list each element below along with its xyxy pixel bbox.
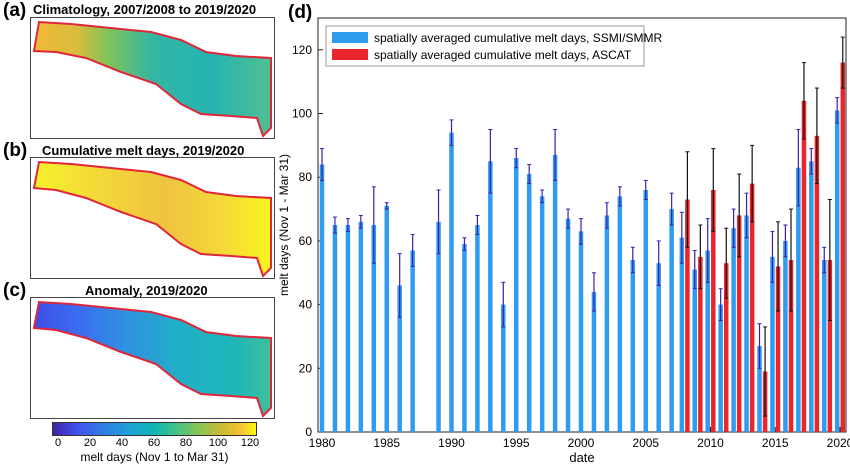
bar-ssmi bbox=[565, 218, 571, 432]
map-title-anomaly: Anomaly, 2019/2020 bbox=[85, 283, 208, 298]
bar-ssmi bbox=[578, 231, 584, 432]
bar-ssmi bbox=[731, 228, 736, 432]
x-tick-label: 1990 bbox=[438, 436, 465, 450]
x-tick-label: 1995 bbox=[503, 436, 530, 450]
bar-ascat bbox=[711, 189, 716, 432]
bar-ssmi bbox=[591, 291, 597, 432]
legend-label-ssmi: spatially averaged cumulative melt days,… bbox=[374, 31, 662, 45]
bar-ssmi bbox=[552, 154, 558, 432]
panel-label-c: (c) bbox=[3, 280, 27, 301]
bar-ssmi bbox=[501, 304, 506, 432]
bar-ssmi bbox=[744, 215, 749, 432]
bar-ssmi bbox=[822, 260, 827, 432]
y-tick-label: 100 bbox=[292, 107, 312, 121]
x-tick-label: 2000 bbox=[568, 436, 595, 450]
map-anomaly bbox=[30, 297, 275, 419]
map-title-cumulative: Cumulative melt days, 2019/2020 bbox=[42, 143, 245, 158]
bar-ssmi bbox=[526, 174, 532, 433]
colorbar-tick: 20 bbox=[83, 437, 97, 449]
y-tick-label: 40 bbox=[299, 298, 313, 312]
bar-ssmi bbox=[539, 196, 545, 432]
colorbar-tick: 0 bbox=[54, 437, 62, 449]
legend-label-ascat: spatially averaged cumulative melt days,… bbox=[374, 48, 632, 62]
bar-ascat bbox=[736, 215, 742, 432]
colorbar: 0 20 40 60 80 100 120 bbox=[52, 422, 259, 449]
bar-ssmi bbox=[410, 250, 415, 432]
map-cumulative bbox=[30, 157, 275, 279]
bar-ssmi bbox=[332, 225, 338, 432]
bar-ssmi bbox=[718, 304, 723, 432]
ice-shelf-outline-b bbox=[32, 160, 272, 278]
y-tick-label: 60 bbox=[299, 234, 313, 248]
bar-ssmi bbox=[679, 237, 685, 432]
bar-ssmi bbox=[514, 158, 519, 432]
bar-ssmi bbox=[705, 250, 710, 432]
bar-ssmi bbox=[358, 221, 364, 432]
colorbar-tick: 60 bbox=[147, 437, 161, 449]
x-tick-label: 2015 bbox=[762, 436, 789, 450]
colorbar-tick: 80 bbox=[179, 437, 193, 449]
x-axis-label: date bbox=[569, 450, 594, 465]
y-tick-label: 80 bbox=[299, 170, 313, 184]
x-tick-label: 1985 bbox=[373, 436, 400, 450]
bar-ascat bbox=[749, 183, 755, 432]
panel-label-d: (d) bbox=[288, 2, 313, 23]
legend-swatch-ascat bbox=[332, 49, 368, 60]
bar-ascat bbox=[685, 199, 690, 432]
colorbar-tick: 120 bbox=[240, 437, 260, 449]
colorbar-gradient bbox=[52, 422, 257, 436]
colorbar-tick: 40 bbox=[115, 437, 129, 449]
bar-ascat bbox=[724, 263, 729, 432]
panel-label-a: (a) bbox=[3, 0, 27, 21]
bar-ascat bbox=[788, 260, 794, 432]
bar-ssmi bbox=[656, 263, 661, 432]
colorbar-label: melt days (Nov 1 to Mar 31) bbox=[80, 450, 229, 464]
colorbar-tick: 100 bbox=[208, 437, 228, 449]
y-tick-label: 20 bbox=[299, 361, 313, 375]
ice-shelf-outline-c bbox=[32, 300, 272, 418]
legend-box bbox=[325, 25, 645, 67]
bar-ssmi bbox=[834, 110, 840, 432]
bar-ssmi bbox=[319, 164, 325, 432]
bar-ascat bbox=[775, 266, 781, 432]
bar-ssmi bbox=[757, 346, 762, 432]
bar-ssmi bbox=[669, 209, 674, 432]
x-tick-label: 2010 bbox=[697, 436, 724, 450]
bar-ssmi bbox=[643, 189, 648, 432]
y-tick-label: 0 bbox=[305, 425, 312, 439]
legend-swatch-ssmi bbox=[332, 32, 368, 43]
bar-ssmi bbox=[371, 225, 377, 432]
bar-ssmi bbox=[384, 205, 389, 432]
bar-ssmi bbox=[462, 244, 467, 432]
bar-ssmi bbox=[397, 285, 402, 432]
bar-ascat bbox=[801, 100, 807, 433]
x-tick-label: 2005 bbox=[632, 436, 659, 450]
bar-ascat bbox=[827, 260, 833, 432]
map-climatology bbox=[30, 17, 275, 139]
bar-ssmi bbox=[617, 196, 623, 432]
bar-ssmi bbox=[783, 240, 788, 432]
bar-ssmi bbox=[630, 260, 636, 432]
bar-ascat bbox=[814, 135, 820, 433]
x-tick-label: 1980 bbox=[309, 436, 336, 450]
bar-ascat bbox=[698, 256, 703, 432]
bar-ssmi bbox=[604, 215, 610, 432]
bar-ssmi bbox=[345, 225, 351, 432]
y-tick-label: 120 bbox=[292, 43, 312, 57]
panel-label-b: (b) bbox=[3, 140, 28, 161]
y-axis-label: melt days (Nov 1 - Mar 31) bbox=[277, 154, 291, 296]
melt-days-bar-chart: 0 20 40 60 80 100 120 1980 1985 1990 1995 2000 2005 2… bbox=[277, 17, 850, 465]
ice-shelf-outline-a bbox=[32, 20, 272, 138]
map-title-climatology: Climatology, 2007/2008 to 2019/2020 bbox=[33, 2, 257, 17]
bar-ssmi bbox=[475, 225, 480, 432]
bar-ssmi bbox=[796, 167, 801, 432]
bar-ascat bbox=[840, 62, 846, 432]
x-tick-label: 2020 bbox=[827, 436, 850, 450]
bar-ssmi bbox=[809, 161, 814, 433]
bar-ssmi bbox=[436, 221, 441, 432]
bar-ssmi bbox=[449, 132, 454, 432]
bar-ssmi bbox=[488, 161, 493, 433]
bar-ssmi bbox=[770, 256, 775, 432]
bar-ssmi bbox=[692, 269, 697, 432]
